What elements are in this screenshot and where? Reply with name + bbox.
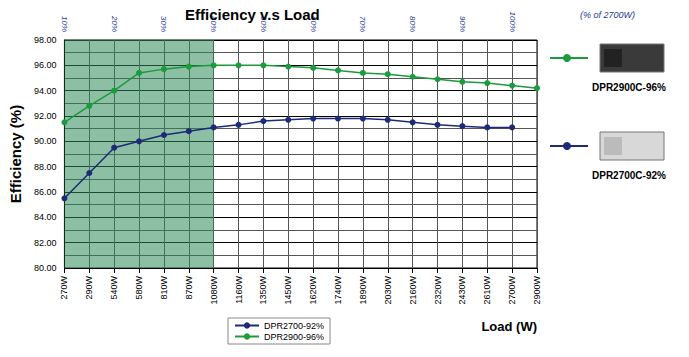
svg-text:DPR2700-92%: DPR2700-92% bbox=[264, 321, 324, 331]
svg-text:270W: 270W bbox=[59, 275, 69, 299]
svg-text:30%: 30% bbox=[159, 16, 168, 32]
svg-text:50%: 50% bbox=[258, 16, 268, 32]
svg-text:1740W: 1740W bbox=[333, 276, 343, 305]
svg-text:1620W: 1620W bbox=[308, 276, 318, 305]
svg-text:2700W: 2700W bbox=[507, 276, 517, 305]
svg-text:DPR2900C-96%: DPR2900C-96% bbox=[592, 82, 666, 93]
svg-text:Efficiency (%): Efficiency (%) bbox=[7, 105, 24, 203]
svg-text:94.00: 94.00 bbox=[34, 86, 57, 96]
svg-text:90.00: 90.00 bbox=[34, 136, 57, 146]
svg-text:60%: 60% bbox=[308, 16, 318, 32]
svg-text:100%: 100% bbox=[508, 12, 517, 32]
svg-text:10%: 10% bbox=[60, 16, 69, 32]
svg-text:540W: 540W bbox=[109, 275, 119, 299]
svg-text:290W: 290W bbox=[84, 275, 94, 299]
svg-text:2030W: 2030W bbox=[383, 276, 393, 305]
svg-text:40%: 40% bbox=[209, 16, 219, 32]
svg-text:92.00: 92.00 bbox=[34, 111, 57, 121]
svg-text:82.00: 82.00 bbox=[34, 238, 57, 248]
svg-text:1080W: 1080W bbox=[209, 276, 219, 305]
svg-text:2900W: 2900W bbox=[532, 276, 542, 305]
svg-text:88.00: 88.00 bbox=[34, 162, 57, 172]
svg-text:Efficiency v.s Load: Efficiency v.s Load bbox=[185, 6, 320, 23]
svg-text:80.00: 80.00 bbox=[34, 263, 57, 273]
svg-text:20%: 20% bbox=[110, 15, 119, 32]
svg-text:2430W: 2430W bbox=[457, 276, 467, 305]
svg-text:2320W: 2320W bbox=[433, 276, 443, 305]
svg-text:80%: 80% bbox=[408, 16, 417, 32]
svg-text:2610W: 2610W bbox=[482, 276, 492, 305]
svg-text:(% of 2700W): (% of 2700W) bbox=[580, 10, 635, 20]
svg-text:2160W: 2160W bbox=[408, 276, 418, 305]
svg-text:DPR2900-96%: DPR2900-96% bbox=[264, 332, 324, 342]
svg-text:1450W: 1450W bbox=[283, 276, 293, 305]
svg-text:1350W: 1350W bbox=[258, 276, 268, 305]
svg-text:84.00: 84.00 bbox=[34, 212, 57, 222]
svg-text:86.00: 86.00 bbox=[34, 187, 57, 197]
svg-text:98.00: 98.00 bbox=[34, 35, 57, 45]
svg-text:Load (W): Load (W) bbox=[481, 319, 537, 334]
svg-text:70%: 70% bbox=[358, 16, 367, 32]
svg-text:870W: 870W bbox=[184, 275, 194, 299]
svg-text:580W: 580W bbox=[134, 275, 144, 299]
svg-text:90%: 90% bbox=[458, 16, 467, 32]
svg-text:96.00: 96.00 bbox=[34, 60, 57, 70]
svg-text:1890W: 1890W bbox=[358, 276, 368, 305]
svg-text:DPR2700C-92%: DPR2700C-92% bbox=[592, 170, 666, 181]
svg-text:1160W: 1160W bbox=[234, 276, 244, 304]
svg-text:810W: 810W bbox=[159, 275, 169, 299]
